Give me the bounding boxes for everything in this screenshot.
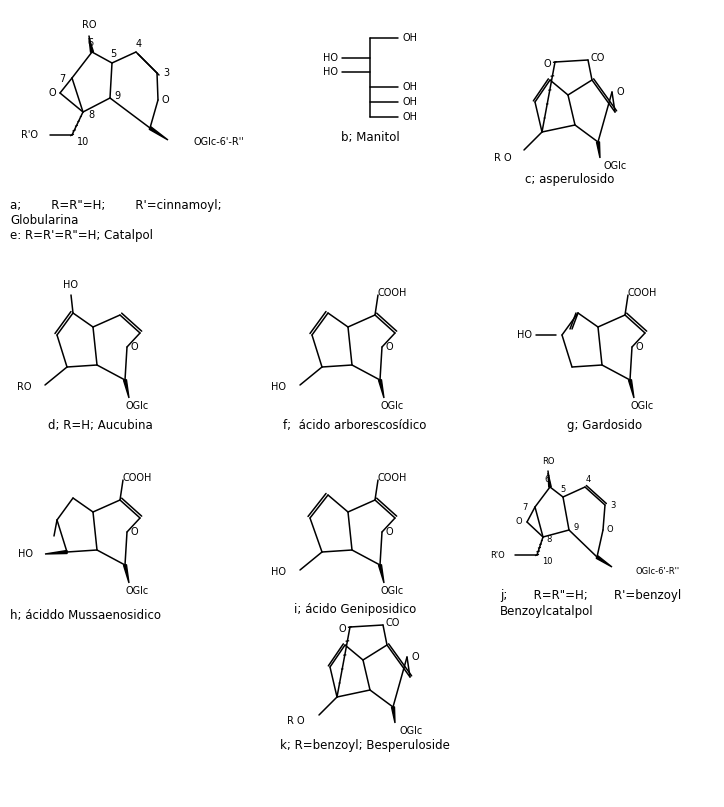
Text: O: O: [49, 88, 56, 98]
Text: O: O: [130, 527, 138, 537]
Text: 7: 7: [522, 503, 528, 512]
Text: j;       R=R"=H;       R'=benzoyl: j; R=R"=H; R'=benzoyl: [500, 588, 681, 601]
Polygon shape: [45, 550, 67, 554]
Text: 4: 4: [586, 475, 591, 484]
Text: HO: HO: [516, 330, 531, 340]
Text: OGlc: OGlc: [125, 586, 148, 596]
Text: 9: 9: [114, 91, 120, 101]
Text: 8: 8: [88, 110, 94, 120]
Polygon shape: [124, 379, 129, 398]
Text: 8: 8: [547, 536, 552, 545]
Text: 10: 10: [542, 557, 552, 566]
Text: f;  ácido arborescosídico: f; ácido arborescosídico: [283, 419, 426, 432]
Text: R'O: R'O: [21, 130, 38, 140]
Text: Benzoylcatalpol: Benzoylcatalpol: [500, 604, 594, 617]
Text: O: O: [385, 342, 393, 352]
Text: COOH: COOH: [627, 288, 657, 298]
Text: 10: 10: [77, 137, 89, 147]
Text: 3: 3: [163, 68, 169, 78]
Text: OH: OH: [403, 82, 418, 92]
Polygon shape: [596, 556, 612, 567]
Polygon shape: [548, 473, 551, 487]
Polygon shape: [379, 379, 384, 398]
Polygon shape: [597, 142, 600, 158]
Text: i; ácido Geniposidico: i; ácido Geniposidico: [294, 604, 416, 617]
Text: 3: 3: [610, 500, 615, 509]
Text: 6: 6: [544, 475, 550, 483]
Text: O: O: [543, 59, 551, 69]
Polygon shape: [379, 565, 384, 583]
Text: OGlc-6'-R'': OGlc-6'-R'': [194, 137, 245, 147]
Polygon shape: [89, 38, 93, 52]
Text: HO: HO: [18, 549, 33, 559]
Polygon shape: [124, 565, 129, 583]
Polygon shape: [149, 127, 168, 140]
Text: O: O: [130, 342, 138, 352]
Text: 5: 5: [560, 484, 565, 494]
Text: RO: RO: [17, 382, 31, 392]
Text: O: O: [338, 624, 346, 634]
Text: O: O: [385, 527, 393, 537]
Polygon shape: [392, 707, 395, 723]
Text: HO: HO: [271, 382, 286, 392]
Text: OGlc-6'-R'': OGlc-6'-R'': [635, 567, 679, 575]
Text: c; asperulosido: c; asperulosido: [526, 174, 615, 186]
Text: HO: HO: [322, 53, 337, 63]
Text: g; Gardosido: g; Gardosido: [568, 419, 643, 432]
Text: HO: HO: [64, 280, 78, 290]
Text: R'O: R'O: [490, 550, 505, 559]
Text: RO: RO: [542, 457, 555, 466]
Text: OGlc: OGlc: [380, 586, 403, 596]
Text: 5: 5: [110, 49, 116, 59]
Text: OGlc: OGlc: [125, 401, 148, 411]
Text: e: R=R'=R"=H; Catalpol: e: R=R'=R"=H; Catalpol: [10, 229, 153, 242]
Text: Globularina: Globularina: [10, 214, 78, 227]
Text: O: O: [161, 95, 169, 105]
Text: d; R=H; Aucubina: d; R=H; Aucubina: [48, 419, 152, 432]
Text: OH: OH: [403, 33, 418, 43]
Text: COOH: COOH: [377, 473, 407, 483]
Text: O: O: [411, 652, 418, 662]
Text: OGlc: OGlc: [631, 401, 654, 411]
Polygon shape: [628, 379, 634, 398]
Text: R O: R O: [287, 716, 305, 726]
Text: O: O: [607, 525, 613, 534]
Text: OH: OH: [403, 112, 418, 122]
Text: 9: 9: [573, 524, 578, 533]
Text: OGlc: OGlc: [399, 726, 422, 736]
Text: RO: RO: [82, 20, 96, 30]
Text: OGlc: OGlc: [380, 401, 403, 411]
Text: 6: 6: [87, 38, 93, 48]
Text: a;        R=R"=H;        R'=cinnamoyl;: a; R=R"=H; R'=cinnamoyl;: [10, 199, 222, 211]
Text: b; Manitol: b; Manitol: [340, 131, 400, 144]
Text: O: O: [515, 517, 522, 526]
Text: COOH: COOH: [122, 473, 152, 483]
Text: 7: 7: [59, 74, 65, 84]
Text: CO: CO: [386, 618, 400, 628]
Text: COOH: COOH: [377, 288, 407, 298]
Text: O: O: [635, 342, 643, 352]
Text: OH: OH: [403, 97, 418, 107]
Text: R O: R O: [494, 153, 512, 163]
Text: HO: HO: [322, 67, 337, 77]
Text: OGlc: OGlc: [604, 161, 627, 171]
Text: 4: 4: [136, 39, 142, 49]
Text: O: O: [616, 87, 624, 97]
Text: h; áciddo Mussaenosidico: h; áciddo Mussaenosidico: [10, 608, 161, 621]
Text: HO: HO: [271, 567, 286, 577]
Text: k; R=benzoyl; Besperuloside: k; R=benzoyl; Besperuloside: [280, 738, 450, 751]
Text: CO: CO: [591, 53, 605, 63]
